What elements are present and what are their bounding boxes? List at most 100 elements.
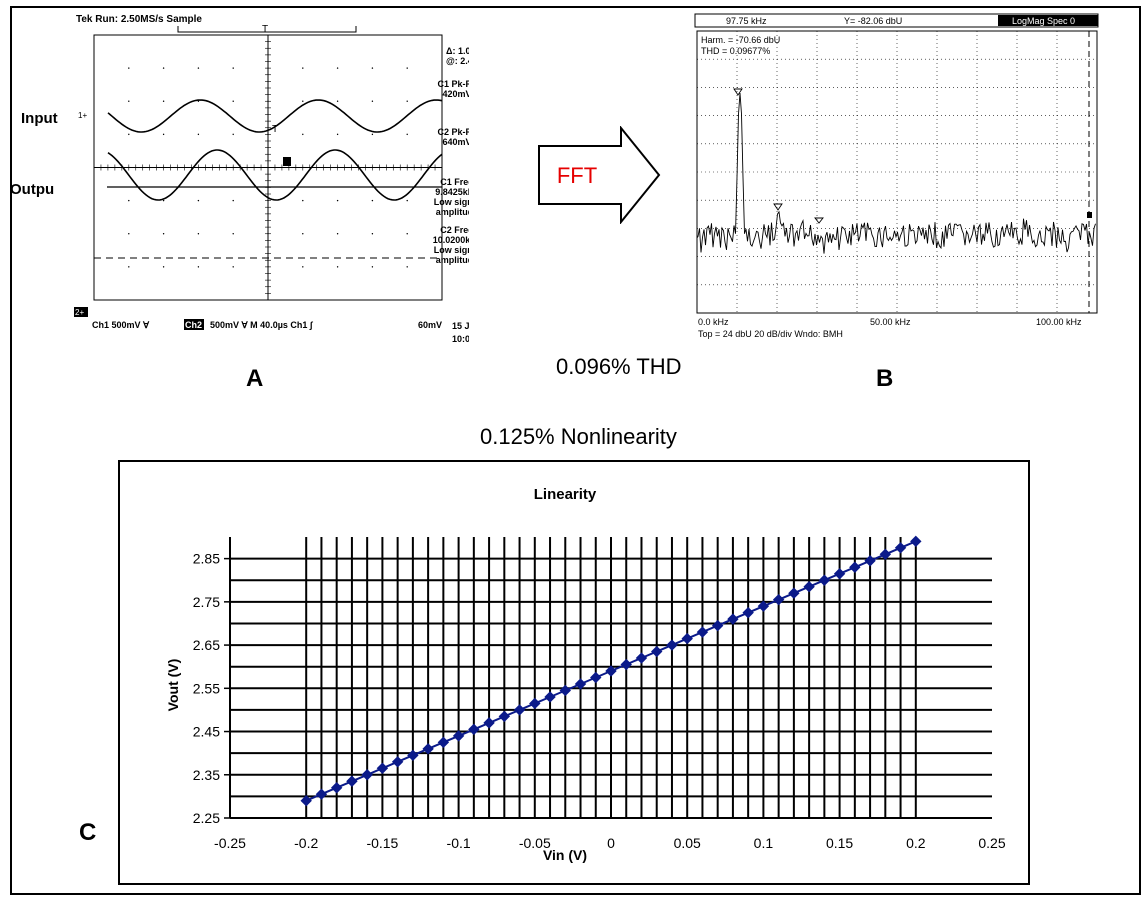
x-tick-label: -0.1: [447, 835, 471, 851]
data-point: [757, 600, 770, 612]
data-point: [772, 593, 785, 606]
fft-xtick-0: 0.0 kHz: [698, 317, 729, 327]
chart-title: Linearity: [534, 486, 597, 503]
input-label: Input: [21, 110, 58, 127]
meas-c1-pkpk-value: 420mV: [442, 89, 469, 99]
meas-c2-freq-note1: Low signal: [434, 245, 469, 255]
x-tick-label: -0.15: [366, 835, 398, 851]
data-point: [742, 606, 754, 619]
data-point: [315, 788, 328, 800]
chart-gridlines: [229, 537, 992, 819]
fft-xtick-50: 50.00 kHz: [870, 317, 911, 327]
output-label: Outpu: [10, 181, 55, 198]
ch1-ground-marker: 1+: [78, 111, 87, 120]
data-point: [407, 749, 419, 762]
data-point: [788, 587, 800, 599]
data-point: [620, 658, 632, 671]
ch2-marker-box: [283, 157, 291, 166]
meas-c2-freq-label: C2 Freq: [440, 225, 469, 235]
oscilloscope-panel: Tek Run: 2.50MS/s Sample T T 1+ 2+ Δ: 1.…: [74, 10, 500, 350]
fft-graticule: [697, 31, 1097, 313]
data-point: [894, 542, 907, 554]
y-tick-label: 2.55: [193, 680, 220, 696]
data-point: [376, 762, 389, 774]
data-point: [391, 756, 404, 768]
scope-cursor-at: @: 2.40 V: [446, 56, 469, 66]
x-tick-label: 0: [607, 835, 615, 851]
meas-c1-freq-note2: amplitude: [436, 207, 469, 217]
scope-footer-level: 60mV: [418, 320, 442, 330]
fft-screen: 97.75 kHz Y= -82.06 dbU LogMag Spec 0 Ha…: [694, 13, 1099, 343]
y-tick-label: 2.75: [193, 594, 220, 610]
data-point: [833, 568, 846, 580]
data-point: [635, 652, 648, 664]
scope-cursor-delta: Δ: 1.05 V: [446, 46, 469, 56]
fft-footer: Top = 24 dbU 20 dB/div Wndo: BMH: [698, 329, 843, 339]
scope-trigger-pos: T: [262, 24, 268, 35]
scope-footer-time: 10:00:18: [452, 334, 469, 344]
data-point: [711, 619, 724, 632]
x-tick-label: -0.05: [519, 835, 551, 851]
data-point: [590, 671, 602, 684]
scope-status: Tek Run: 2.50MS/s Sample: [76, 14, 202, 25]
data-point: [727, 613, 739, 625]
panel-label-a: A: [246, 365, 264, 392]
data-point: [574, 678, 587, 690]
meas-c1-pkpk-label: C1 Pk-Pk: [437, 79, 469, 89]
y-tick-label: 2.65: [193, 637, 220, 653]
meas-c2-pkpk-label: C2 Pk-Pk: [437, 127, 469, 137]
fft-marker-box: [1087, 212, 1092, 218]
fft-header-y: Y= -82.06 dbU: [844, 16, 902, 26]
fft-header-mode: LogMag Spec 0: [1012, 16, 1075, 26]
data-point: [346, 775, 358, 787]
x-tick-label: 0.05: [674, 835, 701, 851]
data-point: [468, 723, 480, 736]
x-tick-label: -0.2: [294, 835, 318, 851]
y-tick-label: 2.25: [193, 810, 220, 826]
linearity-chart-svg: Linearity Vin (V) Vout (V) 2.25 2.35 2.45 2…: [165, 486, 1006, 863]
data-point: [864, 555, 876, 567]
data-point: [330, 782, 343, 794]
scope-footer-ch1: Ch1 500mV ∀: [92, 320, 150, 330]
fft-arrow-icon: FFT: [538, 126, 661, 224]
scope-trigger-marker: T: [272, 124, 278, 135]
meas-c1-freq-label: C1 Freq: [440, 177, 469, 187]
y-tick-label: 2.85: [193, 551, 220, 567]
data-point: [559, 684, 571, 697]
scope-graticule: [93, 34, 443, 301]
meas-c2-pkpk-value: 640mV: [442, 137, 469, 147]
nonlinearity-caption: 0.125% Nonlinearity: [480, 424, 677, 449]
y-axis-title: Vout (V): [165, 659, 181, 712]
oscilloscope-screen: Tek Run: 2.50MS/s Sample T T 1+ 2+ Δ: 1.…: [74, 10, 500, 350]
x-tick-label: 0.1: [754, 835, 774, 851]
scope-ch2-badge: [184, 319, 204, 330]
data-point: [422, 743, 434, 755]
y-tick-label: 2.45: [193, 724, 220, 740]
data-point: [605, 665, 617, 677]
ch1-waveform: [107, 99, 443, 133]
meas-c1-freq-note1: Low signal: [434, 197, 469, 207]
data-point: [300, 795, 312, 807]
data-point: [681, 632, 693, 645]
x-tick-label: 0.2: [906, 835, 926, 851]
fft-harmonic-markers: [733, 88, 824, 224]
fft-arrow-label: FFT: [557, 163, 597, 188]
data-point: [513, 704, 526, 716]
y-tick-label: 2.35: [193, 767, 220, 783]
fft-harm-readout: Harm. = -70.66 dbU: [701, 35, 780, 45]
fft-thd-readout: THD = 0.09677%: [701, 46, 770, 56]
scope-footer-ch2: Ch2: [185, 320, 202, 330]
ch2-waveform: [107, 149, 443, 201]
panel-label-c: C: [79, 819, 97, 846]
data-point: [849, 561, 861, 573]
scope-footer-settings: 500mV ∀ M 40.0µs Ch1 ∫: [210, 320, 314, 330]
x-tick-label: 0.15: [826, 835, 853, 851]
data-point: [529, 697, 541, 710]
meas-c1-freq-value: 9.8425kHz: [435, 187, 469, 197]
ch2-ground-marker: 2+: [75, 308, 84, 317]
figure-frame: [10, 6, 1141, 895]
scope-record-bar: [177, 26, 357, 33]
data-point: [910, 535, 922, 548]
data-point: [666, 639, 678, 651]
panel-label-b: B: [876, 365, 894, 392]
